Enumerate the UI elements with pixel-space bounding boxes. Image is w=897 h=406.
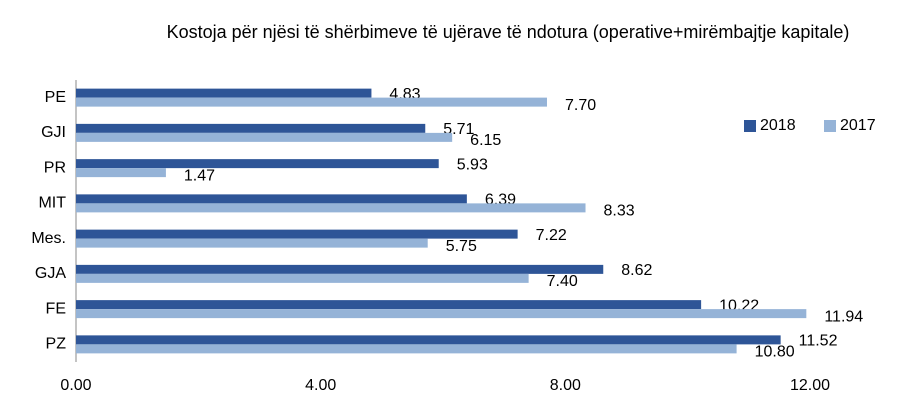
value-label: 10.80 <box>755 344 795 361</box>
y-tick-label: FE <box>46 300 66 317</box>
bar <box>76 238 428 248</box>
value-label: 11.52 <box>799 333 838 350</box>
value-label: 5.93 <box>457 156 488 173</box>
chart-title: Kostoja për njësi të shërbimeve të ujëra… <box>166 22 850 42</box>
y-tick-label: PR <box>44 159 66 176</box>
x-tick-label: 4.00 <box>305 377 336 394</box>
legend-label: 2017 <box>840 117 876 134</box>
bar <box>76 203 586 213</box>
y-tick-label: PZ <box>46 336 67 353</box>
bar <box>76 159 439 169</box>
x-tick-label: 8.00 <box>550 377 581 394</box>
bar <box>76 168 166 178</box>
value-label: 5.75 <box>446 238 477 255</box>
bar <box>76 264 604 274</box>
value-label: 7.22 <box>536 227 567 244</box>
value-label: 8.33 <box>604 203 635 220</box>
value-label: 8.62 <box>621 262 652 279</box>
bar <box>76 273 529 283</box>
bar <box>76 123 426 133</box>
bar <box>76 194 467 204</box>
y-tick-label: Mes. <box>31 230 66 247</box>
y-tick-label: GJI <box>41 124 66 141</box>
legend-swatch <box>744 120 756 132</box>
bar <box>76 309 807 319</box>
bar <box>76 88 372 98</box>
y-tick-label: GJA <box>35 265 66 282</box>
value-label: 6.15 <box>470 132 501 149</box>
bar <box>76 132 453 142</box>
y-tick-label: PE <box>45 89 66 106</box>
legend-swatch <box>824 120 836 132</box>
bar <box>76 300 702 310</box>
bar <box>76 229 518 239</box>
bar <box>76 335 781 345</box>
x-tick-label: 0.00 <box>60 377 91 394</box>
value-label: 7.40 <box>547 273 578 290</box>
value-label: 1.47 <box>184 167 215 184</box>
bar <box>76 97 547 107</box>
x-tick-label: 12.00 <box>790 377 830 394</box>
value-label: 7.70 <box>565 97 596 114</box>
bar <box>76 344 737 354</box>
y-tick-label: MIT <box>38 195 66 212</box>
value-label: 11.94 <box>824 308 863 325</box>
legend-label: 2018 <box>760 117 796 134</box>
